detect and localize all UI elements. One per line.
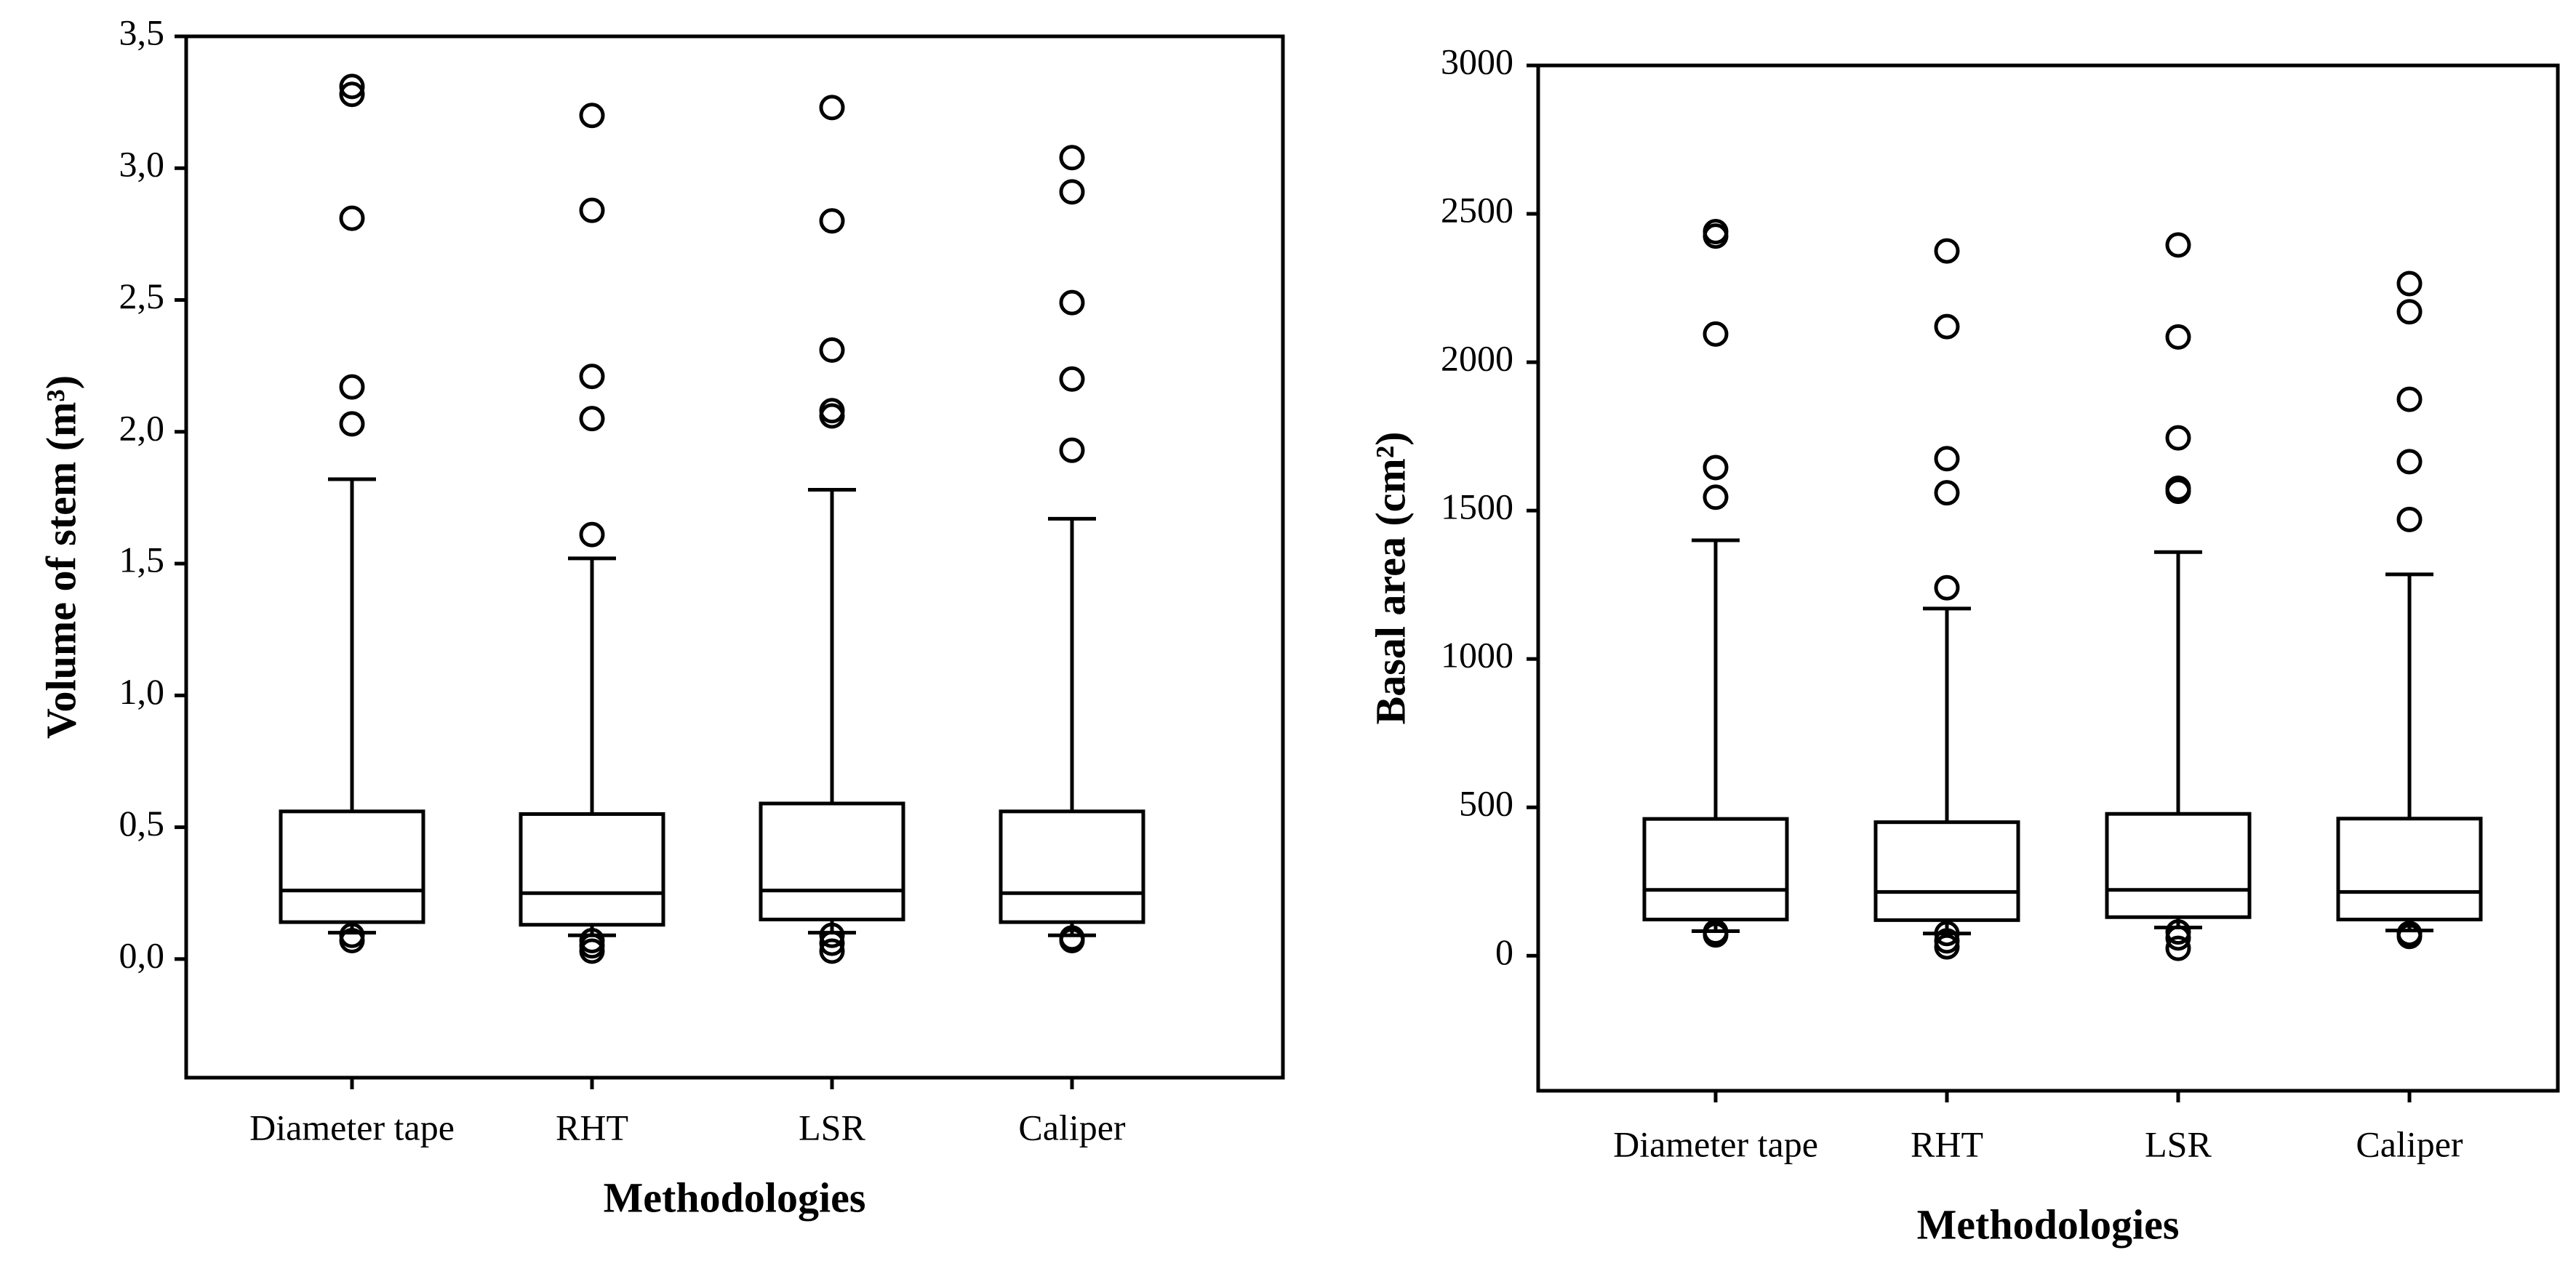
- box: [759, 801, 905, 921]
- outlier: [1934, 480, 1960, 506]
- y-axis-label: Volume of stem (m³): [37, 375, 84, 739]
- outlier: [2165, 232, 2191, 258]
- outlier: [1059, 927, 1085, 953]
- outlier: [819, 930, 845, 956]
- box: [2336, 817, 2483, 922]
- outlier: [2396, 299, 2423, 325]
- outlier: [2165, 478, 2191, 505]
- outlier: [1059, 179, 1085, 205]
- outlier: [339, 73, 365, 100]
- plot-frame: [1536, 63, 2560, 1093]
- y-tick-label: 500: [1459, 783, 1513, 824]
- outlier: [2165, 935, 2191, 961]
- outlier: [1059, 145, 1085, 171]
- outlier: [1934, 238, 1960, 264]
- outlier: [579, 197, 605, 223]
- outlier: [1934, 313, 1960, 340]
- y-tick-label: 2,0: [119, 407, 165, 448]
- outlier: [1059, 289, 1085, 316]
- outlier: [1059, 366, 1085, 392]
- outlier: [1059, 437, 1085, 463]
- x-tick-label: Caliper: [1018, 1107, 1126, 1147]
- x-tick-label: LSR: [799, 1107, 865, 1147]
- y-tick-label: 2,5: [119, 276, 165, 316]
- outlier: [579, 938, 605, 964]
- outlier: [2396, 924, 2423, 950]
- y-tick-label: 3,5: [119, 12, 165, 52]
- y-tick-label: 0: [1495, 932, 1513, 972]
- x-tick-label: Diameter tape: [1613, 1123, 1818, 1164]
- y-tick-label: 2000: [1441, 338, 1513, 379]
- y-tick-label: 3,0: [119, 144, 165, 185]
- outlier: [339, 927, 365, 953]
- outlier: [819, 337, 845, 363]
- box: [999, 809, 1145, 924]
- outlier: [2396, 506, 2423, 532]
- box: [1642, 817, 1789, 922]
- outlier: [579, 103, 605, 129]
- outlier: [1703, 454, 1729, 481]
- x-tick-label: Caliper: [2356, 1123, 2463, 1164]
- y-tick-label: 0,0: [119, 934, 165, 975]
- outlier: [2396, 386, 2423, 412]
- outlier: [1703, 321, 1729, 347]
- outlier: [1703, 922, 1729, 948]
- y-tick-label: 2500: [1441, 190, 1513, 231]
- outlier: [2165, 425, 2191, 451]
- outlier: [1934, 446, 1960, 472]
- outlier: [579, 521, 605, 548]
- y-tick-label: 0,5: [119, 803, 165, 844]
- box: [2105, 812, 2252, 919]
- y-tick-label: 1500: [1441, 486, 1513, 527]
- outlier: [1703, 223, 1729, 249]
- outlier: [1703, 484, 1729, 510]
- outlier: [819, 922, 845, 948]
- outlier: [339, 374, 365, 400]
- x-tick-label: RHT: [1911, 1123, 1983, 1164]
- outlier: [2396, 271, 2423, 297]
- outlier: [819, 403, 845, 429]
- outlier: [339, 81, 365, 108]
- outlier: [819, 208, 845, 234]
- outlier: [1934, 921, 1960, 947]
- outlier: [339, 411, 365, 437]
- box: [1873, 820, 2020, 922]
- x-tick-label: RHT: [556, 1107, 628, 1147]
- box: [279, 809, 425, 924]
- y-tick-label: 1000: [1441, 635, 1513, 676]
- y-tick-label: 1,5: [119, 540, 165, 580]
- outlier: [1934, 574, 1960, 601]
- outlier: [1934, 934, 1960, 960]
- outlier: [2165, 324, 2191, 350]
- outlier: [339, 205, 365, 231]
- outlier: [819, 938, 845, 964]
- y-tick-label: 3000: [1441, 41, 1513, 81]
- plot-frame: [184, 34, 1285, 1080]
- outlier: [819, 95, 845, 121]
- outlier: [579, 364, 605, 390]
- x-tick-label: Diameter tape: [249, 1107, 455, 1147]
- x-axis-label: Methodologies: [1917, 1201, 2180, 1248]
- outlier: [2396, 449, 2423, 475]
- x-tick-label: LSR: [2145, 1123, 2212, 1164]
- y-tick-label: 1,0: [119, 671, 165, 712]
- outlier: [579, 406, 605, 432]
- outlier: [2165, 925, 2191, 951]
- x-axis-label: Methodologies: [604, 1174, 866, 1221]
- y-axis-label: Basal area (cm²): [1367, 432, 1414, 725]
- box: [519, 812, 665, 927]
